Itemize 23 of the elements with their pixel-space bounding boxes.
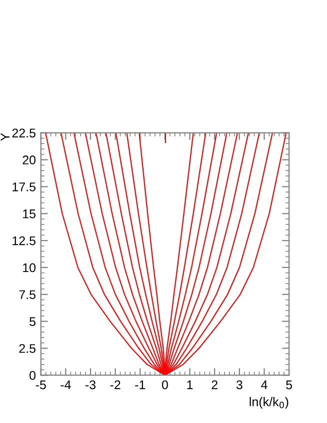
- y-tick-label: 10: [23, 263, 36, 272]
- x-tick-label: 3: [236, 380, 242, 390]
- y-tick-label: 15: [23, 210, 36, 218]
- x-tick-label: 4: [261, 380, 268, 390]
- x-tick-label: -1: [135, 380, 146, 390]
- y-tick-label: 22.5: [12, 128, 36, 138]
- x-tick-label: -5: [36, 380, 46, 390]
- x-tick-label: -3: [86, 380, 96, 390]
- y-tick-label: 7.5: [19, 290, 36, 300]
- y-tick-label: 2.5: [19, 344, 36, 353]
- x-tick-label: -4: [60, 380, 71, 390]
- x-tick-label: 0: [162, 380, 168, 390]
- y-tick-label: 17.5: [12, 182, 36, 192]
- y-tick-label: 5: [30, 317, 36, 326]
- x-tick-label: 1: [187, 380, 193, 390]
- x-tick-label: -2: [110, 380, 120, 390]
- x-tick-label: 5: [286, 380, 292, 390]
- y-axis-title: Y: [0, 133, 10, 141]
- x-axis-title: ln(k/k$_{0}$): [250, 397, 288, 409]
- y-tick-label: 0: [30, 371, 36, 380]
- y-tick-label: 20: [22, 156, 36, 164]
- y-tick-label: 12.5: [12, 236, 36, 246]
- x-tick-label: 2: [212, 380, 218, 390]
